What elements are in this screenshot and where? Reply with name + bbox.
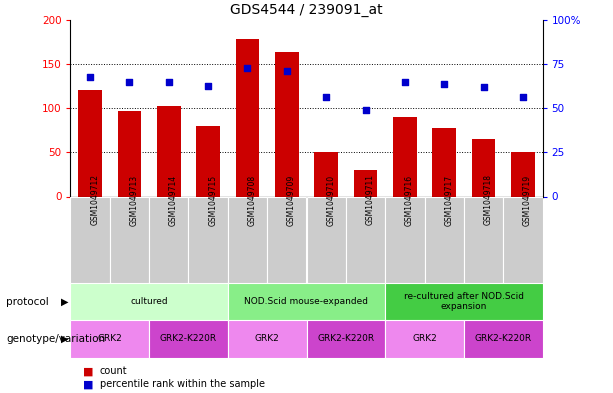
- Bar: [149, 320, 228, 358]
- Bar: [70, 320, 149, 358]
- Text: GRK2-K220R: GRK2-K220R: [318, 334, 375, 343]
- Text: cultured: cultured: [131, 297, 168, 306]
- Bar: [110, 196, 149, 283]
- Text: GSM1049709: GSM1049709: [287, 174, 296, 226]
- Text: GRK2-K220R: GRK2-K220R: [160, 334, 217, 343]
- Bar: [275, 52, 299, 196]
- Text: GRK2: GRK2: [255, 334, 280, 343]
- Point: [164, 79, 173, 85]
- Bar: [464, 320, 543, 358]
- Text: GRK2-K220R: GRK2-K220R: [474, 334, 531, 343]
- Bar: [70, 283, 228, 320]
- Text: NOD.Scid mouse-expanded: NOD.Scid mouse-expanded: [245, 297, 368, 306]
- Text: ▶: ▶: [61, 334, 68, 344]
- Text: GRK2: GRK2: [97, 334, 122, 343]
- Bar: [424, 196, 464, 283]
- Text: GRK2: GRK2: [412, 334, 437, 343]
- Bar: [346, 196, 385, 283]
- Bar: [228, 320, 306, 358]
- Bar: [511, 152, 535, 196]
- Bar: [228, 283, 385, 320]
- Bar: [149, 196, 189, 283]
- Bar: [432, 129, 456, 196]
- Bar: [196, 126, 220, 196]
- Text: percentile rank within the sample: percentile rank within the sample: [100, 379, 265, 389]
- Point: [360, 107, 370, 113]
- Bar: [306, 196, 346, 283]
- Point: [518, 94, 528, 100]
- Text: count: count: [100, 366, 128, 376]
- Bar: [157, 106, 181, 196]
- Text: ■: ■: [83, 379, 93, 389]
- Text: GSM1049714: GSM1049714: [169, 174, 178, 226]
- Text: GSM1049719: GSM1049719: [523, 174, 532, 226]
- Text: GSM1049710: GSM1049710: [326, 174, 335, 226]
- Text: GSM1049711: GSM1049711: [365, 174, 375, 226]
- Text: GSM1049708: GSM1049708: [248, 174, 256, 226]
- Point: [124, 79, 134, 85]
- Bar: [503, 196, 543, 283]
- Bar: [385, 196, 424, 283]
- Bar: [314, 152, 338, 196]
- Bar: [471, 139, 495, 196]
- Text: protocol: protocol: [6, 297, 49, 307]
- Text: ▶: ▶: [61, 297, 68, 307]
- Title: GDS4544 / 239091_at: GDS4544 / 239091_at: [230, 3, 383, 17]
- Text: GSM1049715: GSM1049715: [208, 174, 217, 226]
- Bar: [464, 196, 503, 283]
- Bar: [70, 196, 110, 283]
- Bar: [385, 320, 464, 358]
- Point: [204, 83, 213, 89]
- Bar: [385, 283, 543, 320]
- Point: [440, 81, 449, 87]
- Bar: [267, 196, 306, 283]
- Bar: [118, 111, 141, 196]
- Bar: [78, 90, 102, 196]
- Text: GSM1049718: GSM1049718: [484, 174, 492, 226]
- Bar: [306, 320, 385, 358]
- Text: GSM1049717: GSM1049717: [444, 174, 453, 226]
- Bar: [354, 170, 377, 196]
- Point: [400, 79, 409, 85]
- Text: GSM1049712: GSM1049712: [90, 174, 99, 226]
- Bar: [235, 39, 259, 197]
- Text: re-cultured after NOD.Scid
expansion: re-cultured after NOD.Scid expansion: [404, 292, 524, 311]
- Point: [85, 74, 95, 80]
- Point: [479, 84, 489, 90]
- Text: ■: ■: [83, 366, 93, 376]
- Point: [321, 94, 331, 101]
- Bar: [189, 196, 228, 283]
- Text: genotype/variation: genotype/variation: [6, 334, 105, 344]
- Text: GSM1049716: GSM1049716: [405, 174, 414, 226]
- Bar: [228, 196, 267, 283]
- Point: [243, 65, 253, 72]
- Bar: [393, 117, 417, 196]
- Point: [282, 68, 292, 74]
- Text: GSM1049713: GSM1049713: [129, 174, 139, 226]
